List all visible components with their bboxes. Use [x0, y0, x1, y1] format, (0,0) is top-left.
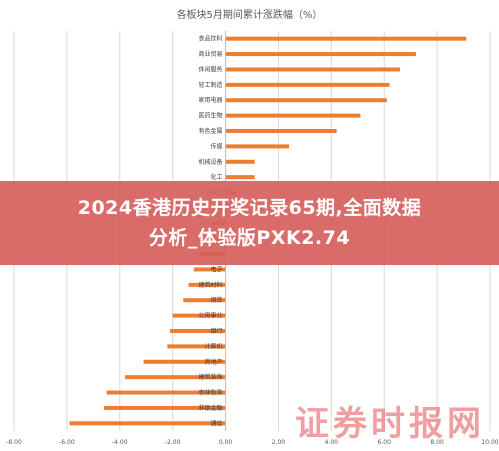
category-label: 化工: [211, 173, 223, 181]
category-label: 机械设备: [199, 158, 223, 166]
bar: [225, 159, 255, 164]
bar: [170, 329, 226, 333]
category-label: 医药生物: [199, 112, 223, 120]
watermark-logo: 证券时报网: [295, 404, 485, 444]
category-label: 通信: [211, 419, 223, 427]
category-label: 有色金属: [199, 127, 223, 135]
category-label: 银行: [211, 327, 223, 335]
bar: [225, 98, 387, 103]
category-label: 传媒: [211, 142, 223, 150]
bar: [225, 36, 467, 41]
category-label: 商业贸易: [199, 50, 223, 58]
bar: [143, 359, 226, 364]
x-tick-label: -2.00: [165, 439, 181, 446]
x-tick-label: 8.00: [430, 439, 444, 446]
x-tick-label: 6.00: [378, 439, 392, 446]
category-label: 房地产: [205, 358, 223, 366]
bar: [225, 129, 337, 133]
bar: [225, 82, 390, 87]
bar: [103, 405, 226, 410]
category-label: 休闲服务: [199, 65, 223, 73]
category-label: 食品饮料: [199, 35, 223, 43]
x-tick-label: -4.00: [112, 439, 128, 446]
x-tick-label: 0.00: [219, 439, 233, 446]
x-tick-labels: -8.00 -6.00 -4.00 -2.00 0.00 2.00 4.00 6.00 8.00…: [6, 439, 499, 446]
category-label: 钢铁: [211, 296, 223, 304]
bar: [225, 175, 255, 180]
bar: [172, 313, 226, 318]
bar: [188, 282, 226, 287]
x-tick-label: 10.00: [481, 439, 498, 446]
bar: [225, 67, 401, 72]
x-tick-label: 2.00: [272, 439, 286, 446]
headline-banner: 2024香港历史开奖记录65期,全面数据 分析_体验版PXK2.74: [0, 181, 499, 265]
x-tick-label: -8.00: [6, 439, 22, 446]
category-label: 电子: [211, 265, 223, 273]
bar: [193, 267, 226, 272]
category-label: 计算机: [205, 342, 223, 350]
bar: [106, 390, 226, 395]
category-labels: 食品饮料商业贸易休闲服务轻工制造家用电器医药生物有色金属传媒机械设备化工综合电子…: [199, 35, 223, 428]
category-label: 家用电器: [199, 96, 223, 104]
bar: [225, 52, 416, 57]
category-label: 公用事业: [199, 312, 223, 320]
bar: [225, 144, 290, 149]
category-label: 轻工制造: [199, 81, 223, 89]
banner-line-1: 2024香港历史开奖记录65期,全面数据: [77, 197, 422, 219]
category-label: 非银金融: [199, 404, 223, 412]
banner-line-2: 分析_体验版PXK2.74: [148, 227, 351, 249]
category-label: 建筑装饰: [199, 373, 223, 381]
x-tick-label: -6.00: [59, 439, 75, 446]
bar: [69, 421, 226, 426]
bar: [183, 298, 226, 303]
bar: [167, 344, 226, 349]
bars-group: [69, 36, 467, 426]
x-tick-label: 4.00: [325, 439, 339, 446]
bar: [125, 375, 226, 380]
bar: [225, 113, 361, 118]
chart-title: 各板块5月期间累计涨跌幅（%）: [177, 8, 323, 21]
category-label: 建筑材料: [199, 281, 223, 289]
category-label: 农林牧渔: [199, 389, 223, 397]
